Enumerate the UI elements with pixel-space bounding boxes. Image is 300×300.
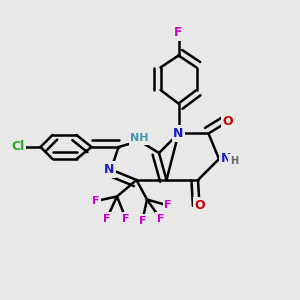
Text: F: F [103, 214, 110, 224]
Text: N: N [220, 152, 231, 166]
Text: F: F [92, 196, 100, 206]
Text: N: N [104, 163, 115, 176]
Text: F: F [122, 214, 130, 224]
Text: F: F [157, 214, 164, 224]
Text: O: O [194, 199, 205, 212]
Text: F: F [139, 215, 146, 226]
Text: O: O [223, 115, 233, 128]
Text: H: H [230, 155, 238, 166]
Text: NH: NH [130, 133, 149, 143]
Text: Cl: Cl [11, 140, 25, 154]
Text: F: F [174, 26, 183, 40]
Text: F: F [164, 200, 172, 211]
Text: N: N [173, 127, 184, 140]
